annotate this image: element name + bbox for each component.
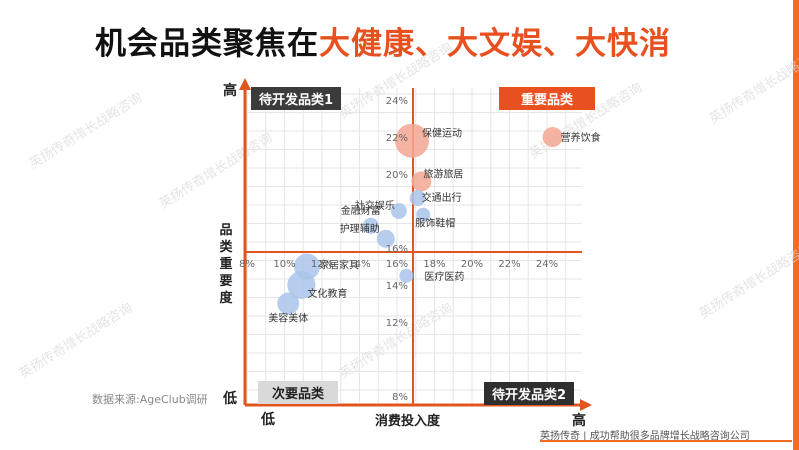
y-tick-label: 20% (386, 170, 408, 181)
y-tick-label: 8% (392, 392, 408, 403)
y-tick-label: 14% (386, 281, 408, 292)
bubble-label: 美容美体 (268, 312, 308, 325)
bubble-label: 社交娱乐 (355, 199, 395, 212)
footer-text: 英扬传奇 | 成功帮助很多品牌增长战略咨询公司 (540, 431, 750, 442)
y-axis-low-label: 低 (223, 391, 237, 407)
bubble (376, 229, 395, 248)
x-tick-label: 10% (273, 259, 295, 270)
x-tick-label: 18% (423, 259, 445, 270)
quadrant-label-top-left: 待开发品类1 (251, 87, 342, 110)
quadrant-label-bottom-right: 待开发品类2 (484, 382, 575, 405)
quadrant-label-top-right: 重要品类 (499, 87, 596, 110)
bubble (399, 268, 414, 283)
bubble-label: 金融财富 (341, 204, 381, 217)
quadrant-label-bottom-left: 次要品类 (258, 381, 339, 404)
x-tick-label: 16% (386, 259, 408, 270)
y-tick-label: 24% (386, 96, 408, 107)
y-axis-arrow (239, 78, 251, 90)
x-tick-label: 14% (348, 259, 370, 270)
accent-bar (793, 0, 799, 450)
y-tick-label: 12% (386, 318, 408, 329)
bubble (409, 190, 426, 207)
x-tick-label: 20% (461, 259, 483, 270)
x-tick-label: 12% (311, 259, 333, 270)
x-tick-label: 22% (498, 259, 520, 270)
x-axis-title: 消费投入度 (375, 414, 441, 429)
bubble-label: 营养饮食 (561, 131, 601, 144)
x-tick-label: 24% (536, 259, 558, 270)
bubble-label: 文化教育 (307, 287, 347, 300)
y-tick-label: 22% (386, 133, 408, 144)
bubble (416, 207, 431, 222)
bubble (395, 123, 429, 158)
bubble-label: 交通出行 (422, 191, 462, 204)
y-axis-title: 品类重要度 (219, 223, 233, 306)
x-axis-low-label: 低 (261, 412, 275, 428)
bubble-label: 医疗医药 (424, 270, 464, 283)
footer-divider (540, 440, 792, 442)
bubble (277, 292, 300, 315)
y-tick-label: 16% (386, 244, 408, 255)
x-tick-label: 8% (239, 259, 255, 270)
page-title: 机会品类聚焦在大健康、大文娱、大快消 (95, 18, 671, 63)
bubble-label: 护理辅助 (340, 222, 380, 235)
bubble (542, 127, 563, 147)
title-prefix: 机会品类聚焦在 (95, 26, 319, 62)
title-accent: 大健康、大文娱、大快消 (319, 26, 671, 62)
bubble-label: 服饰鞋帽 (415, 217, 455, 230)
x-axis-arrow (580, 399, 592, 411)
data-source: 数据来源:AgeClub调研 (92, 393, 208, 406)
bubble-label: 家居家具 (319, 259, 359, 272)
bubble (287, 271, 316, 299)
bubble (362, 217, 379, 234)
x-axis-high-label: 高 (572, 413, 586, 429)
bubble-label: 旅游旅居 (423, 167, 463, 180)
bubble-label: 保健运动 (422, 127, 462, 140)
bubble (411, 171, 432, 192)
y-axis-high-label: 高 (223, 83, 237, 99)
bubble (390, 203, 407, 219)
